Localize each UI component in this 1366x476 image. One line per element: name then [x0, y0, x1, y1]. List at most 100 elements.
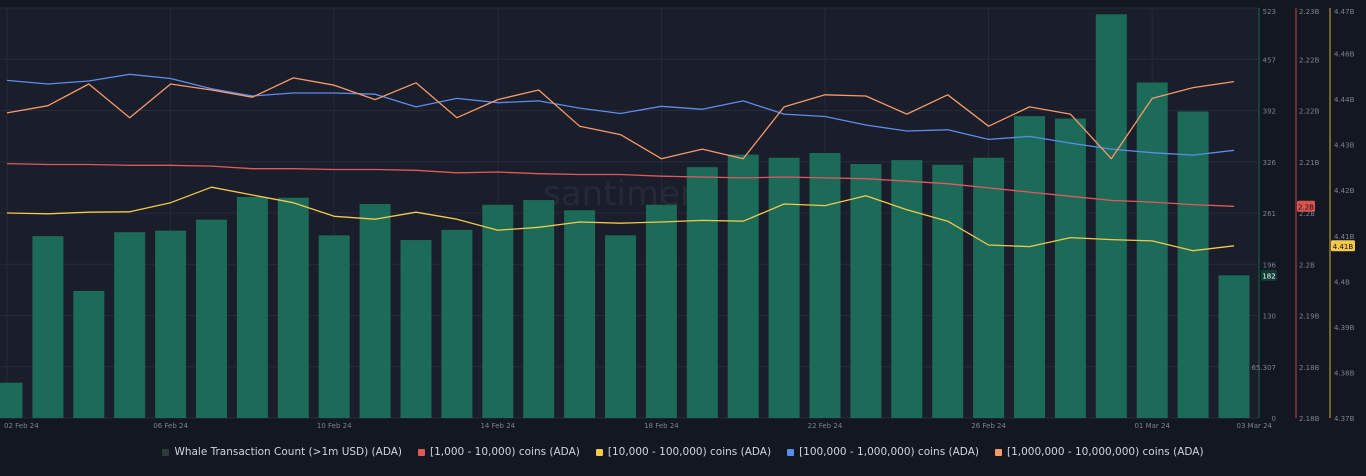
bar [482, 204, 514, 418]
yellow-tick-label: 4.39B [1334, 324, 1355, 332]
legend-label: [10,000 - 100,000) coins (ADA) [607, 446, 772, 458]
bar [155, 230, 187, 418]
bar [850, 164, 882, 418]
chart-legend: Whale Transaction Count (>1m USD) (ADA) [… [0, 444, 1366, 460]
red-tick-label: 2.2B [1299, 261, 1315, 269]
legend-swatch [418, 448, 426, 456]
red-tick-label: 2.18B [1299, 415, 1320, 423]
bar [1177, 111, 1209, 419]
legend-label: [100,000 - 1,000,000) coins (ADA) [799, 446, 979, 458]
whale-last-value-badge: 182 [1262, 272, 1275, 280]
bar [114, 232, 146, 418]
axes-layer: 0 65.307 130 196 261 326 392 457 523 2.18B 2.18B 2.… [4, 8, 1355, 430]
bar [196, 219, 227, 418]
bar [1014, 116, 1045, 418]
bar [564, 210, 596, 418]
whale-tick-label: 392 [1263, 108, 1276, 116]
x-tick-label: 18 Feb 24 [644, 422, 679, 430]
legend-swatch [162, 448, 170, 456]
whale-tick-label: 326 [1263, 159, 1277, 167]
yellow-tick-label: 4.37B [1334, 415, 1355, 423]
whale-tick-label: 0 [1272, 415, 1276, 423]
x-tick-label: 01 Mar 24 [1134, 422, 1170, 430]
legend-item[interactable]: [10,000 - 100,000) coins (ADA) [595, 446, 772, 458]
whale-tick-label: 261 [1263, 210, 1276, 218]
legend-item[interactable]: [1,000 - 10,000) coins (ADA) [418, 446, 580, 458]
yellow-tick-label: 4.47B [1334, 8, 1355, 16]
whale-tick-label: 65.307 [1252, 364, 1277, 372]
bar [1054, 118, 1086, 418]
series-line [6, 73, 1235, 156]
bar [891, 160, 923, 418]
legend-item[interactable]: [1,000,000 - 10,000,000) coins (ADA) [994, 446, 1204, 458]
x-tick-label: 26 Feb 24 [971, 422, 1006, 430]
yellow-tick-label: 4.46B [1334, 51, 1355, 59]
chart-svg: santiment 0 65.307 130 196 261 326 392 457 523 2.… [0, 7, 1355, 430]
legend-swatch [595, 448, 603, 456]
yellow-tick-label: 4.44B [1334, 96, 1355, 104]
bars-layer [0, 14, 1250, 419]
legend-label: [1,000,000 - 10,000,000) coins (ADA) [1006, 446, 1204, 458]
series-line [6, 186, 1235, 252]
lines-layer [6, 73, 1235, 252]
bar [32, 236, 64, 418]
red-last-value-badge-bg [1297, 200, 1315, 212]
bar [932, 164, 964, 418]
whale-tick-label: 130 [1263, 313, 1276, 321]
red-tick-label: 2.21B [1299, 159, 1320, 167]
bar [0, 382, 23, 418]
series-line [6, 77, 1235, 160]
bar [1136, 82, 1168, 419]
bar [809, 153, 841, 418]
bar [73, 291, 105, 418]
x-tick-label: 06 Feb 24 [153, 422, 188, 430]
legend-swatch [787, 448, 795, 456]
red-tick-label: 2.2B [1299, 210, 1315, 218]
bar [686, 167, 718, 418]
whale-tick-label: 457 [1263, 56, 1276, 64]
yellow-tick-label: 4.4B [1334, 278, 1350, 286]
red-last-value-badge: 2.2B [1298, 203, 1314, 211]
x-tick-label: 02 Feb 24 [4, 422, 39, 430]
bar [359, 203, 391, 418]
whale-tick-label: 523 [1263, 8, 1276, 16]
yellow-tick-label: 4.41B [1334, 233, 1355, 241]
yellow-tick-label: 4.38B [1334, 369, 1355, 377]
bar [441, 229, 473, 418]
watermark: santiment [543, 174, 715, 214]
bar [605, 235, 636, 418]
bar [318, 235, 350, 418]
series-line [6, 162, 1235, 207]
whale-tick-label: 196 [1263, 261, 1277, 269]
bar [727, 154, 759, 418]
whale-last-value-badge-bg [1261, 269, 1277, 281]
bar [277, 197, 309, 418]
bar [400, 240, 432, 418]
legend-label: [1,000 - 10,000) coins (ADA) [430, 446, 580, 458]
bar [768, 157, 800, 419]
yellow-tick-label: 4.43B [1334, 142, 1355, 150]
x-tick-label: 10 Feb 24 [317, 422, 352, 430]
bar [236, 196, 268, 418]
red-tick-label: 2.19B [1299, 313, 1320, 321]
legend-item[interactable]: [100,000 - 1,000,000) coins (ADA) [787, 446, 979, 458]
red-tick-label: 2.22B [1299, 108, 1320, 116]
legend-item[interactable]: Whale Transaction Count (>1m USD) (ADA) [162, 446, 402, 458]
bar [973, 157, 1005, 419]
bar [1218, 275, 1250, 418]
x-tick-label: 22 Feb 24 [808, 422, 843, 430]
legend-label: Whale Transaction Count (>1m USD) (ADA) [174, 446, 403, 458]
red-tick-label: 2.22B [1299, 56, 1320, 64]
bar [645, 204, 677, 418]
yellow-last-value-badge: 4.41B [1333, 243, 1354, 251]
yellow-tick-label: 4.42B [1334, 187, 1355, 195]
red-tick-label: 2.18B [1299, 364, 1320, 372]
red-tick-label: 2.23B [1299, 8, 1320, 16]
x-tick-label: 14 Feb 24 [480, 422, 515, 430]
bar [1095, 14, 1127, 418]
bar [523, 200, 555, 418]
legend-swatch [994, 448, 1002, 456]
yellow-last-value-badge-bg [1331, 240, 1355, 252]
x-tick-label: 03 Mar 24 [1237, 422, 1273, 430]
